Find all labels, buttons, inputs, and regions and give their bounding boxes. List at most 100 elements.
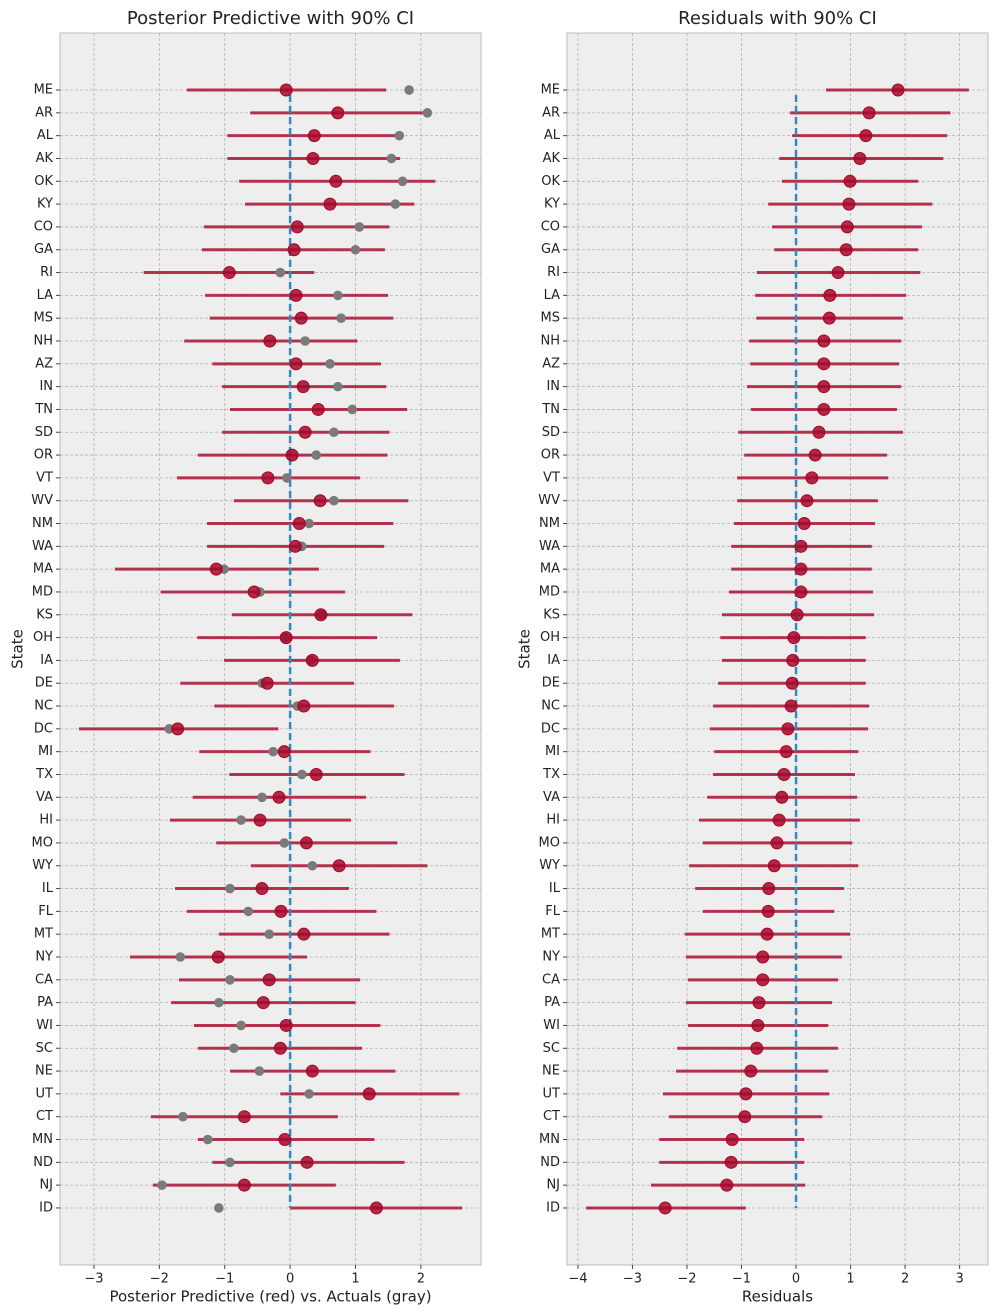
y-tick-label: WV: [31, 493, 53, 508]
point: [354, 222, 365, 232]
y-tick-label: MI: [38, 744, 53, 759]
point: [843, 174, 857, 188]
y-tick-label: WY: [32, 858, 53, 873]
y-tick-label: RI: [547, 265, 560, 280]
point: [362, 1087, 376, 1101]
x-tick-label: 1: [846, 1272, 854, 1287]
point: [329, 495, 339, 506]
point: [760, 927, 774, 941]
subplot: −3 −2 −1 0 1 2 ME AR AL AK OK KY CO GA RI LA MS NH AZ IN TN S…: [9, 8, 482, 1306]
y-tick-label: HI: [546, 813, 560, 828]
y-tick-label: CO: [34, 219, 53, 234]
point: [658, 1201, 672, 1215]
y-tick-label: FL: [545, 904, 560, 919]
y-tick-label: DC: [34, 721, 53, 736]
y-tick-label: IL: [42, 881, 54, 896]
y-tick-label: NM: [539, 516, 560, 531]
point: [313, 494, 327, 508]
y-tick-label: WA: [32, 539, 53, 554]
point: [817, 357, 831, 371]
y-tick-label: AR: [542, 105, 560, 120]
point: [862, 106, 876, 120]
y-tick-label: WI: [36, 1018, 53, 1033]
point: [309, 767, 323, 781]
point: [264, 929, 274, 939]
y-tick-label: OH: [33, 630, 53, 645]
plot-area: [566, 32, 989, 1266]
point: [297, 699, 311, 713]
x-tick-label: −3: [623, 1272, 642, 1287]
y-tick-label: KS: [543, 607, 560, 622]
x-axis-label: Posterior Predictive (red) vs. Actuals (…: [109, 1288, 431, 1306]
y-tick-label: NC: [34, 699, 53, 714]
point: [770, 836, 784, 850]
y-axis-label: State: [516, 629, 534, 669]
point: [237, 1178, 251, 1192]
point: [724, 1155, 738, 1169]
x-tick-label: −2: [677, 1272, 696, 1287]
y-tick-label: ME: [34, 83, 53, 98]
point: [214, 1203, 224, 1213]
point: [369, 1201, 383, 1215]
point: [296, 380, 310, 394]
point: [297, 927, 311, 941]
point: [307, 860, 318, 871]
point: [289, 357, 303, 371]
y-tick-label: OH: [540, 630, 560, 645]
point: [817, 334, 831, 348]
point: [394, 130, 405, 141]
point: [762, 882, 776, 896]
point: [767, 859, 781, 873]
y-tick-label: NM: [32, 516, 53, 531]
point: [311, 402, 325, 416]
y-tick-label: ND: [540, 1155, 560, 1170]
point: [279, 838, 290, 848]
x-tick-label: 2: [901, 1272, 909, 1287]
point: [164, 724, 174, 734]
y-tick-label: SC: [543, 1041, 560, 1056]
point: [390, 199, 401, 209]
point: [202, 1134, 213, 1145]
y-tick-label: ID: [546, 1200, 560, 1215]
point: [288, 539, 302, 553]
y-tick-label: NJ: [39, 1178, 53, 1193]
y-tick-label: MS: [541, 311, 560, 326]
point: [786, 653, 800, 667]
chart-title: Residuals with 90% CI: [678, 8, 877, 29]
y-tick-label: MO: [539, 835, 560, 850]
point: [305, 653, 319, 667]
y-tick-label: IL: [549, 881, 561, 896]
point: [279, 1018, 293, 1032]
point: [225, 1157, 235, 1168]
point: [287, 243, 301, 257]
point: [404, 85, 414, 95]
point: [772, 813, 786, 827]
point: [222, 266, 236, 280]
point: [254, 1066, 265, 1076]
y-tick-label: DE: [542, 676, 560, 691]
point: [725, 1133, 739, 1147]
y-tick-label: WA: [539, 539, 560, 554]
y-tick-label: NY: [35, 950, 53, 965]
point: [247, 585, 261, 599]
y-tick-label: MD: [32, 584, 53, 599]
point: [285, 448, 299, 462]
y-tick-label: TX: [35, 767, 53, 782]
y-tick-label: RI: [40, 265, 53, 280]
y-tick-label: KS: [36, 607, 53, 622]
point: [306, 151, 320, 165]
point: [817, 402, 831, 416]
point: [336, 313, 346, 323]
y-tick-label: LA: [37, 288, 54, 303]
y-tick-label: MA: [540, 562, 560, 577]
point: [831, 266, 845, 280]
point: [386, 153, 397, 164]
point: [790, 608, 804, 622]
point: [277, 745, 291, 759]
point: [211, 950, 225, 964]
y-tick-label: HI: [39, 813, 53, 828]
point: [323, 197, 337, 211]
point: [279, 83, 293, 97]
x-tick-label: −1: [732, 1272, 751, 1287]
point: [329, 427, 339, 438]
